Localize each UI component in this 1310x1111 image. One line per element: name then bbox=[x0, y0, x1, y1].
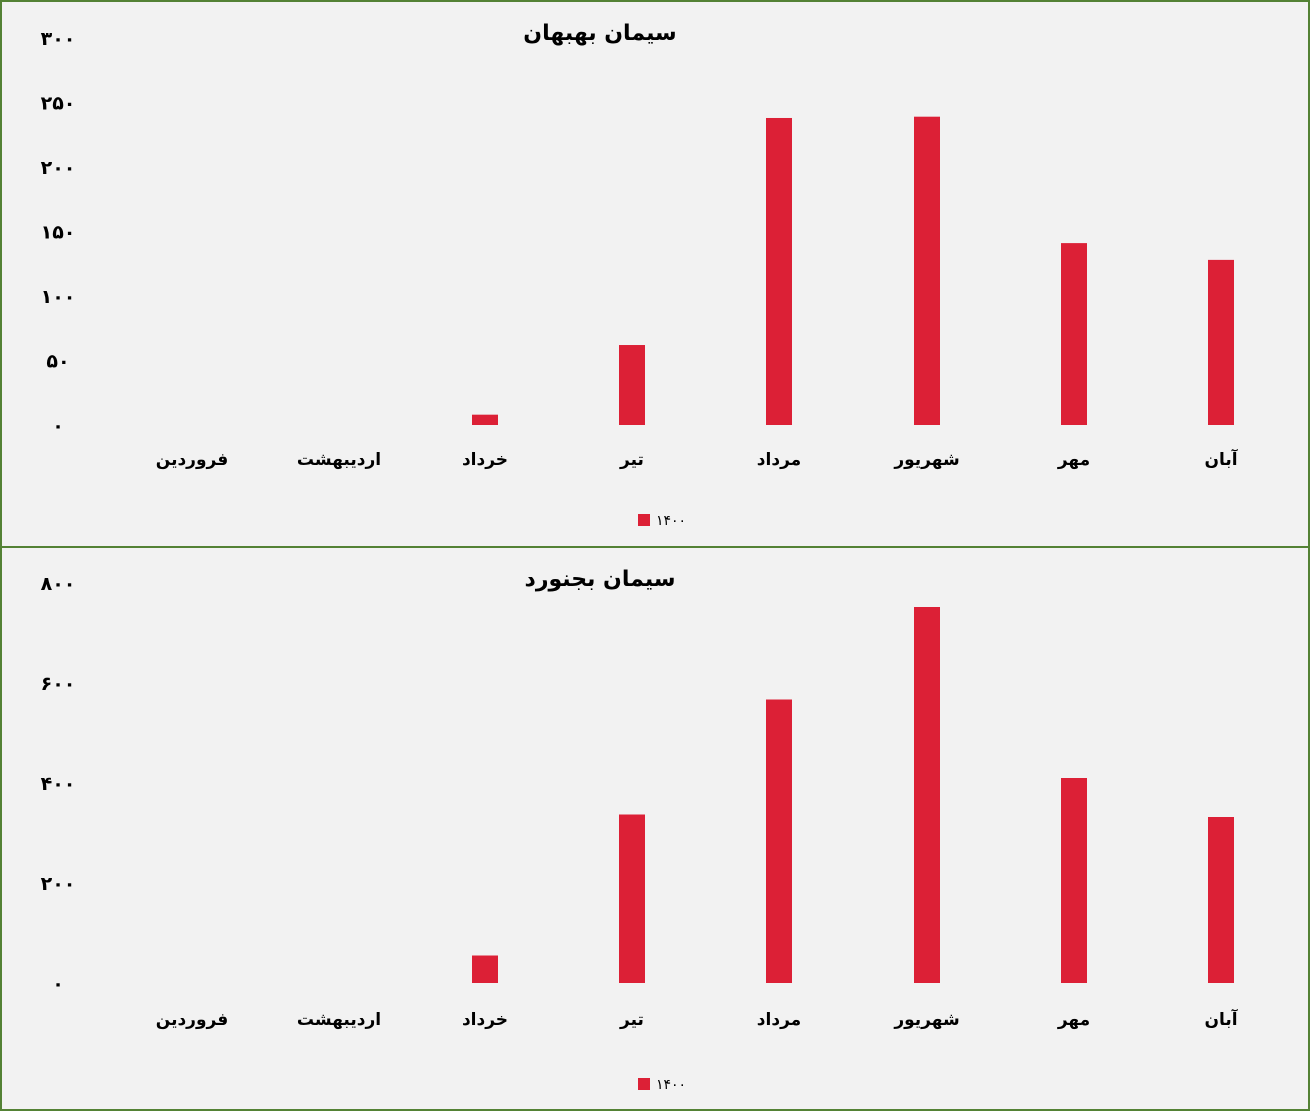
category-label: شهریور bbox=[893, 1010, 959, 1030]
y-tick-label: ۲۰۰ bbox=[41, 157, 76, 179]
category-label: خرداد bbox=[462, 1010, 508, 1030]
bar-8 bbox=[1208, 817, 1234, 983]
category-label: شهریور bbox=[893, 450, 959, 470]
chart-title: سیمان بجنورد bbox=[525, 567, 676, 592]
legend-label: ۱۴۰۰ bbox=[656, 513, 686, 529]
chart-panel-bojnourd: سیمان بجنورد ۰ ۲۰۰ ۴۰۰ ۶۰۰ ۸۰۰ فروردین اردیبهشت… bbox=[0, 546, 1310, 1111]
bar-4 bbox=[619, 814, 645, 983]
legend-swatch bbox=[638, 1078, 650, 1090]
category-label: فروردین bbox=[156, 1010, 228, 1030]
bar-3 bbox=[472, 414, 498, 425]
category-label: اردیبهشت bbox=[297, 450, 381, 470]
chart-title: سیمان بهبهان bbox=[523, 21, 676, 46]
y-tick-label: ۰ bbox=[52, 415, 64, 437]
category-label: مهر bbox=[1057, 450, 1090, 470]
chart-behbahan: سیمان بهبهان ۰ ۵۰ ۱۰۰ ۱۵۰ ۲۰۰ ۲۵۰ ۳۰۰ فروردین ارد… bbox=[41, 21, 1239, 529]
category-label: فروردین bbox=[156, 450, 228, 470]
bar-7 bbox=[1061, 778, 1087, 983]
category-label: تیر bbox=[619, 1010, 644, 1030]
bar-6 bbox=[914, 607, 940, 983]
legend-swatch bbox=[638, 514, 650, 526]
y-tick-label: ۰ bbox=[52, 973, 64, 995]
category-label: تیر bbox=[619, 450, 644, 470]
y-tick-label: ۱۵۰ bbox=[41, 222, 76, 244]
category-label: مرداد bbox=[757, 450, 801, 470]
y-tick-label: ۱۰۰ bbox=[41, 286, 76, 308]
category-label: خرداد bbox=[462, 450, 508, 470]
y-tick-label: ۶۰۰ bbox=[41, 673, 76, 695]
bar-5 bbox=[766, 117, 792, 425]
bar-8 bbox=[1208, 259, 1234, 425]
category-label: مهر bbox=[1057, 1010, 1090, 1030]
bar-5 bbox=[766, 699, 792, 983]
category-label: اردیبهشت bbox=[297, 1010, 381, 1030]
bar-6 bbox=[914, 116, 940, 425]
y-tick-label: ۳۰۰ bbox=[41, 28, 76, 50]
y-tick-label: ۵۰ bbox=[46, 351, 69, 373]
category-label: آبان bbox=[1204, 448, 1238, 470]
y-tick-label: ۲۰۰ bbox=[41, 873, 76, 895]
category-label: مرداد bbox=[757, 1010, 801, 1030]
y-tick-label: ۴۰۰ bbox=[41, 773, 76, 795]
chart-bojnourd: سیمان بجنورد ۰ ۲۰۰ ۴۰۰ ۶۰۰ ۸۰۰ فروردین اردیبهشت… bbox=[41, 567, 1239, 1093]
bar-4 bbox=[619, 345, 645, 425]
y-tick-label: ۸۰۰ bbox=[41, 573, 76, 595]
y-tick-label: ۲۵۰ bbox=[41, 93, 76, 115]
legend-label: ۱۴۰۰ bbox=[656, 1077, 686, 1093]
category-label: آبان bbox=[1204, 1008, 1238, 1030]
bar-3 bbox=[472, 955, 498, 983]
bar-7 bbox=[1061, 243, 1087, 425]
chart-panel-behbahan: سیمان بهبهان ۰ ۵۰ ۱۰۰ ۱۵۰ ۲۰۰ ۲۵۰ ۳۰۰ فروردین ارد… bbox=[0, 0, 1310, 548]
